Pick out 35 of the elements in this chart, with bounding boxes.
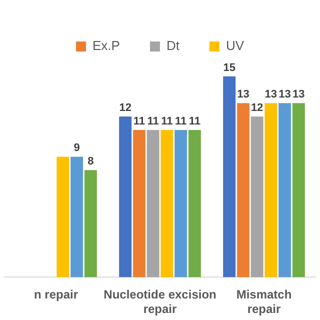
bar [188, 130, 201, 278]
data-label: 13 [264, 88, 278, 101]
bar [119, 116, 132, 278]
data-label: 12 [119, 102, 132, 114]
bar [236, 103, 250, 278]
legend-label: Dt [166, 38, 180, 54]
data-label: 11 [147, 115, 159, 128]
data-label: 12 [250, 102, 264, 114]
data-label: 8 [88, 156, 94, 168]
x-tick-label: Mismatch repair [236, 288, 292, 316]
bar [292, 103, 305, 278]
data-label: 11 [188, 115, 200, 128]
data-label: 9 [74, 142, 80, 154]
bar [174, 130, 188, 278]
bar [84, 170, 97, 278]
data-label: 11 [174, 115, 187, 128]
data-label: 13 [237, 88, 250, 101]
legend-label: UV [226, 38, 244, 54]
bar [146, 130, 160, 278]
bar [70, 156, 84, 278]
data-label: 15 [223, 62, 236, 74]
bar [264, 103, 278, 278]
bar [223, 76, 236, 278]
data-label: 13 [292, 88, 305, 101]
x-tick-label: n repair [34, 288, 78, 302]
legend-label: Ex.P [92, 38, 120, 54]
bar [56, 156, 70, 278]
data-label: 11 [133, 115, 146, 128]
bar [132, 130, 146, 278]
data-label: 11 [161, 115, 173, 128]
bar [250, 116, 264, 278]
data-label: 13 [278, 88, 291, 101]
bar [160, 130, 174, 278]
bar [278, 103, 292, 278]
x-tick-label: Nucleotide excision repair [104, 288, 216, 316]
